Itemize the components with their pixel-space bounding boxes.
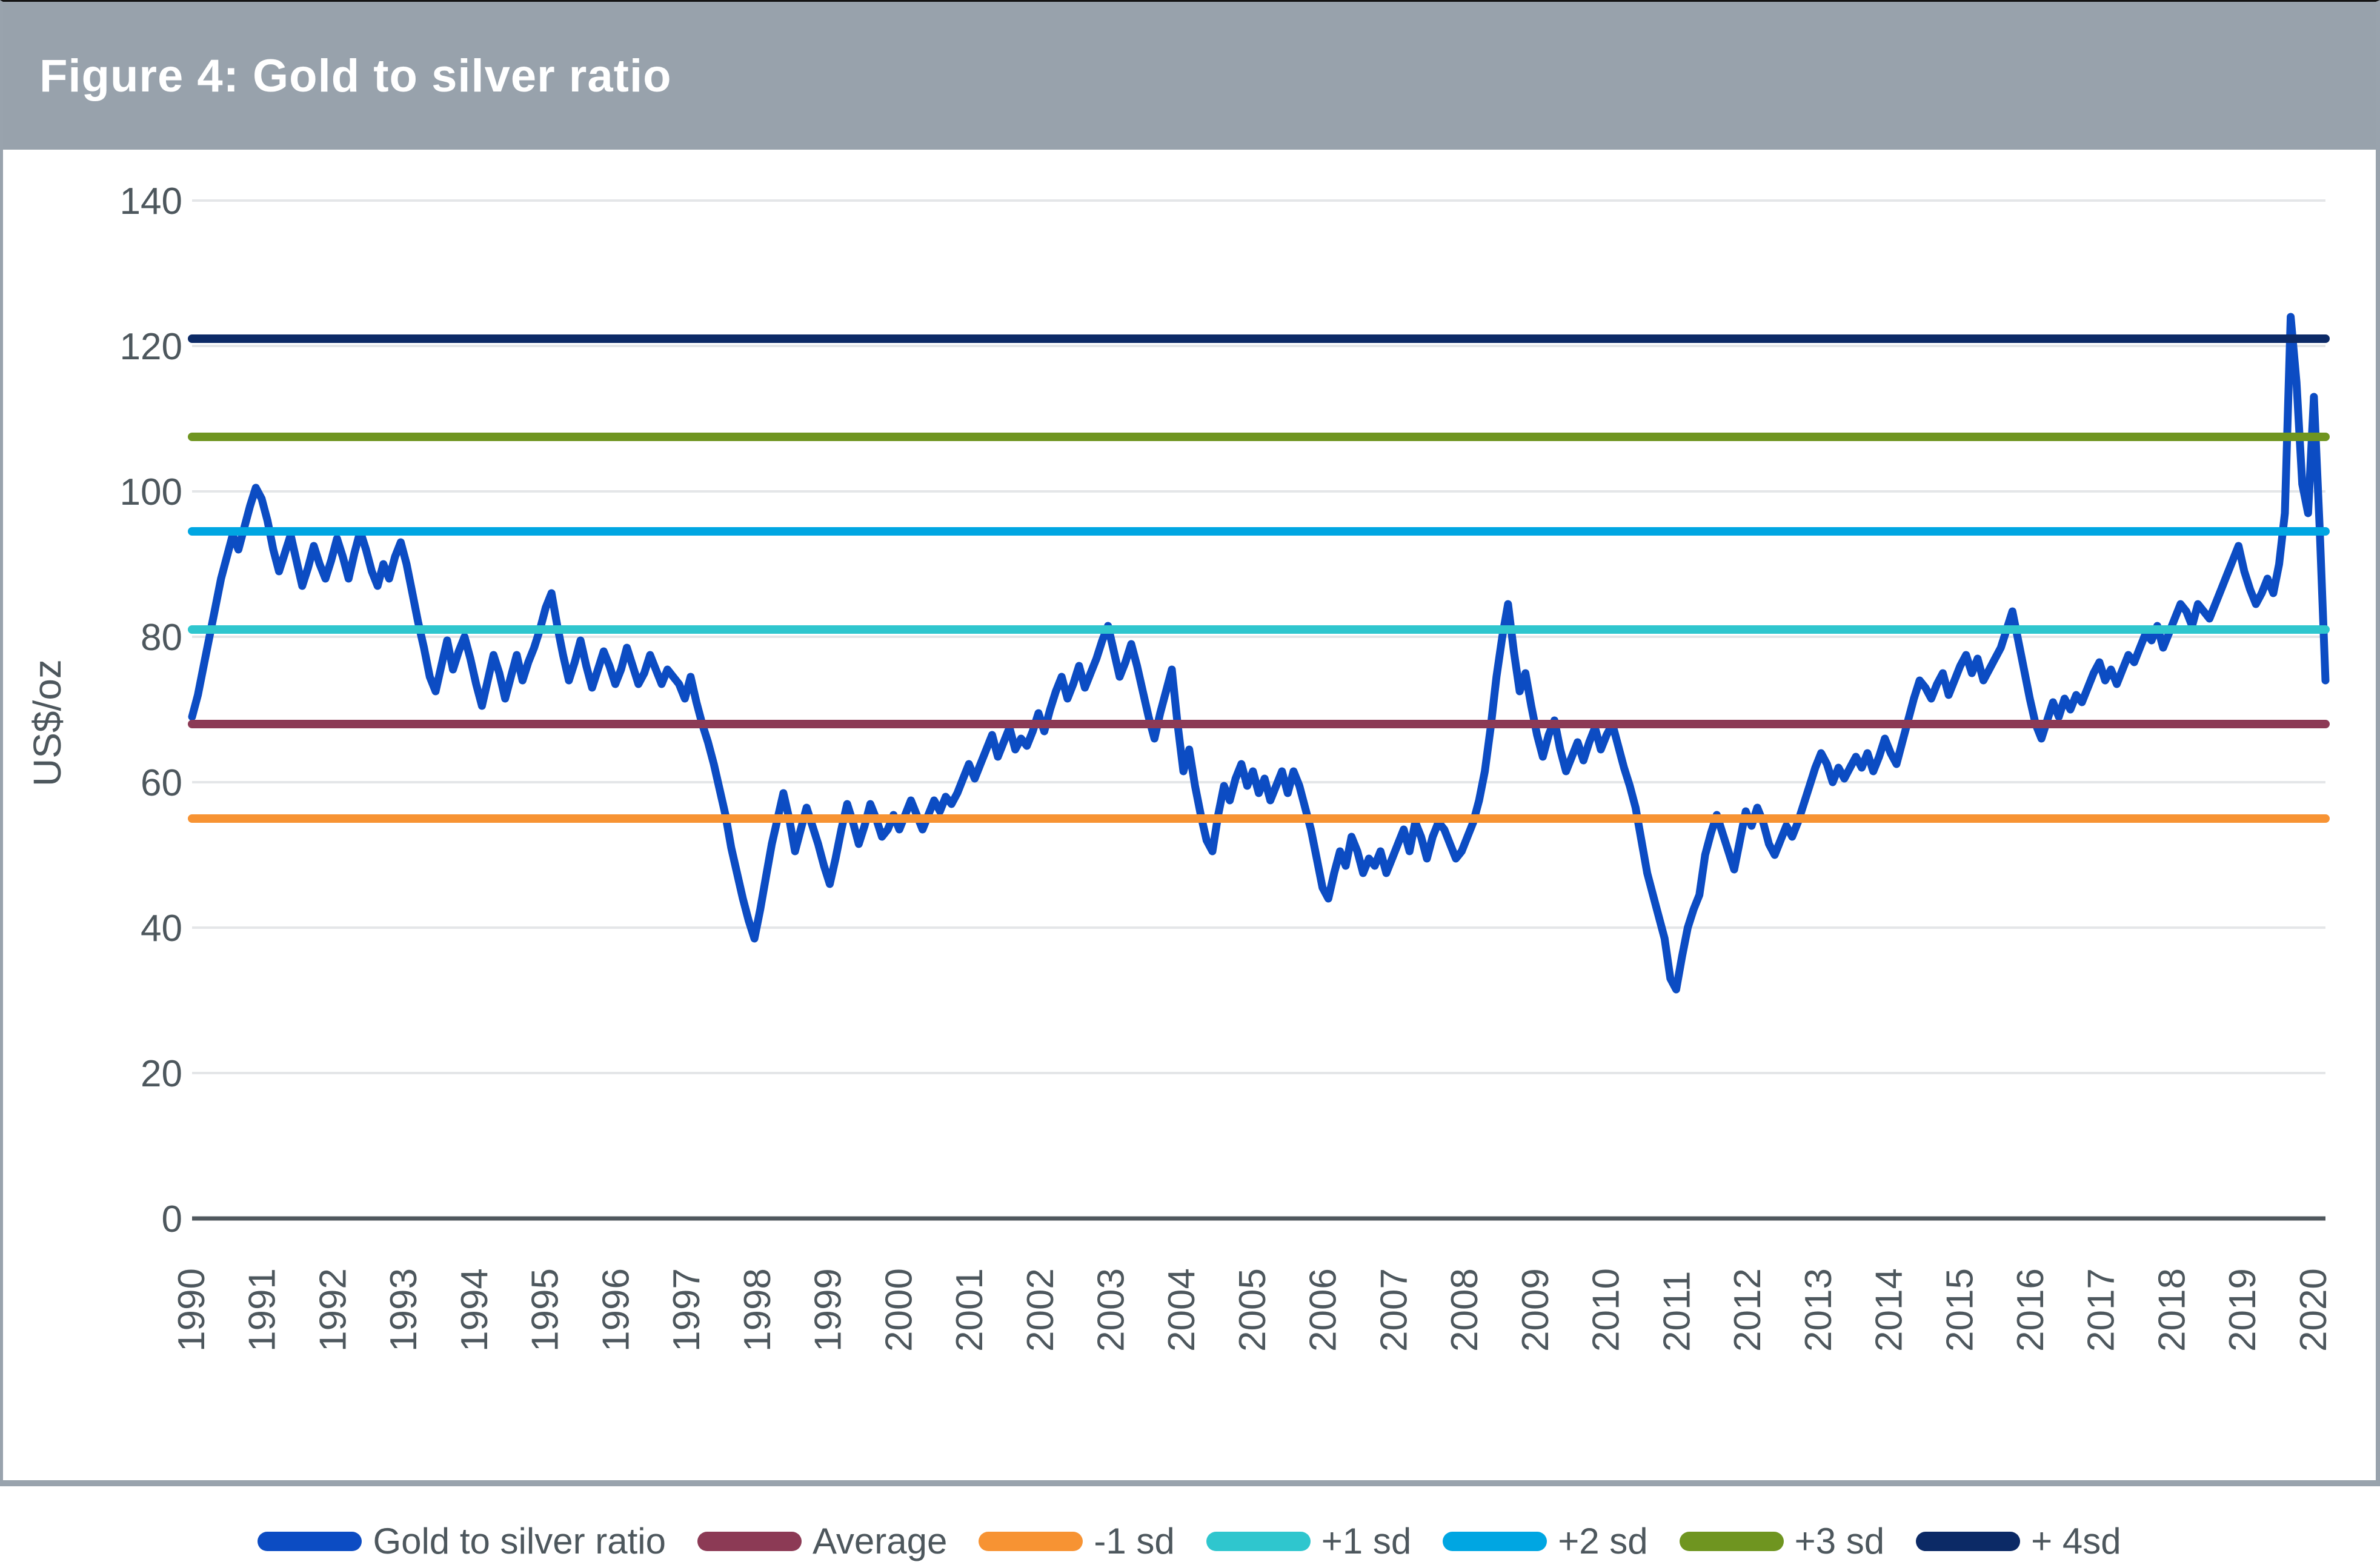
x-tick-label: 1996 [595,1268,637,1352]
legend-swatch-average [697,1531,802,1551]
x-tick-label: 2008 [1444,1268,1486,1352]
x-tick-label: 2017 [2081,1268,2122,1352]
x-tick-label: 2001 [949,1268,991,1352]
x-tick-label: 1995 [525,1268,567,1352]
legend-item-average: Average [697,1520,947,1562]
x-tick-label: 1998 [737,1268,779,1352]
legend-item-2-sd: +2 sd [1443,1520,1648,1562]
y-tick-label: 40 [141,908,182,949]
legend-swatch-2-sd [1443,1531,1547,1551]
figure-header: Figure 4: Gold to silver ratio [3,2,2376,150]
x-tick-labels: 1990 1991 1992 1993 1994 1995 1996 1997 1998 1999… [171,1268,2335,1352]
y-tick-label: 120 [120,326,182,368]
x-tick-label: 1999 [808,1268,849,1352]
y-tick-label: 0 [162,1198,182,1240]
x-tick-label: 1994 [454,1268,496,1352]
x-tick-label: 1993 [383,1268,425,1352]
legend-swatch-1-sd [979,1531,1083,1551]
x-tick-label: 2011 [1656,1271,1698,1352]
x-tick-label: 2003 [1090,1268,1132,1352]
y-tick-label: 20 [141,1053,182,1095]
figure-title: Figure 4: Gold to silver ratio [39,50,672,102]
x-tick-label: 2013 [1798,1268,1840,1352]
y-tick-label: 60 [141,762,182,804]
legend-swatch-1-sd [1206,1531,1311,1551]
legend-item-1-sd: -1 sd [979,1520,1175,1562]
x-tick-label: 2005 [1232,1268,1274,1352]
stat-lines-group [188,334,2330,823]
x-tick-label: 2009 [1515,1268,1557,1352]
legend-item-gold-to-silver-ratio: Gold to silver ratio [258,1520,666,1562]
x-tick-label: 2019 [2222,1268,2264,1352]
chart-area: 0 20 40 60 80 100 120 140 1990 1991 1992 1993 1994 1… [3,150,2376,1561]
x-tick-label: 2015 [1939,1268,1981,1352]
legend-item-4sd: + 4sd [1916,1520,2121,1562]
legend-label-2-sd: +2 sd [1558,1521,1648,1561]
legend-swatch-4sd [1916,1531,2021,1551]
data-series-group [188,313,2330,994]
chart-legend: Gold to silver ratio Average -1 sd +1 sd +2 … [3,1520,2376,1562]
y-tick-label: 100 [120,471,182,513]
y-axis-title: US$/oz [25,659,69,786]
x-tick-label: 2014 [1869,1268,1910,1352]
x-tick-label: 1991 [242,1268,284,1352]
legend-swatch-gold-to-silver-ratio [258,1531,362,1551]
x-tick-label: 2002 [1020,1268,1062,1352]
x-tick-label: 2006 [1303,1268,1345,1352]
y-tick-label: 80 [141,617,182,659]
x-tick-label: 1997 [666,1268,708,1352]
legend-label-1-sd: -1 sd [1094,1521,1175,1561]
legend-label-average: Average [812,1521,948,1561]
x-tick-label: 1990 [171,1268,213,1352]
x-tick-label: 2020 [2293,1268,2335,1352]
x-tick-label: 2004 [1161,1268,1203,1352]
legend-label-gold-to-silver-ratio: Gold to silver ratio [373,1521,666,1561]
legend-item-1-sd: +1 sd [1206,1520,1411,1562]
x-tick-label: 2010 [1586,1268,1627,1352]
legend-label-1-sd: +1 sd [1321,1521,1412,1561]
x-tick-label: 2016 [2010,1268,2052,1352]
x-tick-label: 2012 [1727,1268,1769,1352]
x-tick-label: 2000 [878,1268,920,1352]
legend-item-3-sd: +3 sd [1679,1520,1885,1562]
y-tick-labels: 0 20 40 60 80 100 120 140 [120,181,182,1240]
x-tick-label: 1992 [312,1268,354,1352]
legend-swatch-3-sd [1679,1531,1784,1551]
x-tick-label: 2018 [2151,1268,2193,1352]
x-tick-label: 2007 [1373,1268,1415,1352]
legend-label-3-sd: +3 sd [1794,1521,1885,1561]
y-tick-label: 140 [120,181,182,222]
gold-silver-ratio-line [188,313,2330,994]
legend-label-4sd: + 4sd [2031,1521,2121,1561]
